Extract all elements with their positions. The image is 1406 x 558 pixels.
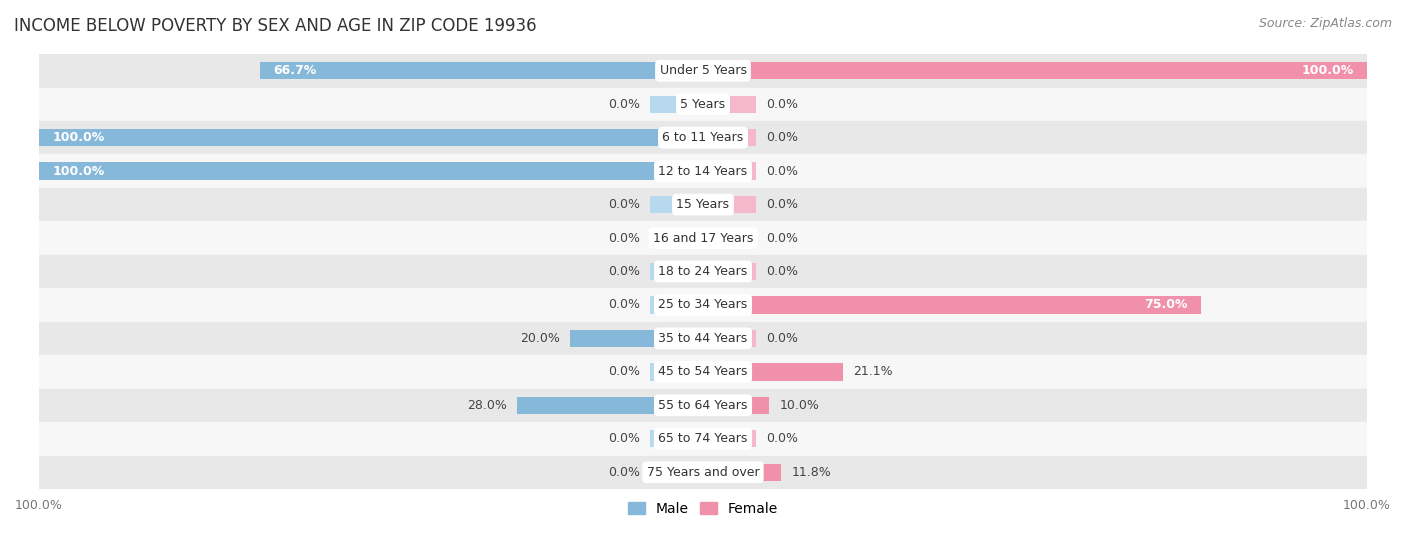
Bar [703, 95, 756, 113]
Bar [650, 162, 703, 180]
Text: Under 5 Years: Under 5 Years [659, 64, 747, 78]
Bar [650, 363, 703, 381]
Text: INCOME BELOW POVERTY BY SEX AND AGE IN ZIP CODE 19936: INCOME BELOW POVERTY BY SEX AND AGE IN Z… [14, 17, 537, 35]
Text: 45 to 54 Years: 45 to 54 Years [658, 365, 748, 378]
Bar [703, 397, 769, 414]
Bar [703, 330, 756, 347]
Text: 0.0%: 0.0% [607, 232, 640, 244]
Bar [650, 397, 703, 414]
Text: 0.0%: 0.0% [766, 232, 799, 244]
Bar [703, 363, 756, 381]
Text: 10.0%: 10.0% [779, 399, 820, 412]
Bar [650, 129, 703, 146]
Bar [703, 263, 756, 280]
Text: 0.0%: 0.0% [766, 165, 799, 177]
Bar [39, 422, 1367, 455]
Bar [39, 222, 1367, 255]
Text: 0.0%: 0.0% [766, 265, 799, 278]
Bar [39, 188, 1367, 222]
Bar [571, 330, 703, 347]
Bar [39, 54, 1367, 88]
Bar [703, 296, 1201, 314]
Text: 25 to 34 Years: 25 to 34 Years [658, 299, 748, 311]
Text: 65 to 74 Years: 65 to 74 Years [658, 432, 748, 445]
Bar [39, 322, 1367, 355]
Text: Source: ZipAtlas.com: Source: ZipAtlas.com [1258, 17, 1392, 30]
Text: 0.0%: 0.0% [766, 432, 799, 445]
Bar [39, 288, 1367, 322]
Text: 0.0%: 0.0% [766, 198, 799, 211]
Text: 0.0%: 0.0% [766, 98, 799, 110]
Bar [650, 196, 703, 213]
Bar [703, 464, 782, 481]
Bar [650, 464, 703, 481]
Text: 100.0%: 100.0% [1302, 64, 1354, 78]
Bar [650, 430, 703, 448]
Bar [39, 155, 1367, 188]
Bar [650, 95, 703, 113]
Bar [517, 397, 703, 414]
Bar [650, 263, 703, 280]
Bar [650, 62, 703, 79]
Bar [703, 62, 1367, 79]
Text: 28.0%: 28.0% [467, 399, 508, 412]
Text: 18 to 24 Years: 18 to 24 Years [658, 265, 748, 278]
Text: 0.0%: 0.0% [607, 98, 640, 110]
Text: 15 Years: 15 Years [676, 198, 730, 211]
Bar [39, 388, 1367, 422]
Text: 0.0%: 0.0% [607, 299, 640, 311]
Text: 75 Years and over: 75 Years and over [647, 466, 759, 479]
Bar [703, 296, 756, 314]
Text: 0.0%: 0.0% [766, 131, 799, 144]
Bar [39, 255, 1367, 288]
Bar [703, 397, 756, 414]
Bar [650, 229, 703, 247]
Text: 20.0%: 20.0% [520, 332, 560, 345]
Bar [703, 162, 756, 180]
Bar [39, 162, 703, 180]
Bar [39, 355, 1367, 388]
Text: 12 to 14 Years: 12 to 14 Years [658, 165, 748, 177]
Text: 35 to 44 Years: 35 to 44 Years [658, 332, 748, 345]
Text: 55 to 64 Years: 55 to 64 Years [658, 399, 748, 412]
Text: 0.0%: 0.0% [607, 466, 640, 479]
Text: 0.0%: 0.0% [607, 265, 640, 278]
Text: 0.0%: 0.0% [607, 432, 640, 445]
Legend: Male, Female: Male, Female [623, 496, 783, 521]
Bar [650, 296, 703, 314]
Text: 0.0%: 0.0% [766, 332, 799, 345]
Bar [39, 121, 1367, 155]
Bar [703, 464, 756, 481]
Bar [260, 62, 703, 79]
Bar [703, 196, 756, 213]
Bar [703, 430, 756, 448]
Text: 21.1%: 21.1% [853, 365, 893, 378]
Text: 100.0%: 100.0% [52, 131, 104, 144]
Bar [39, 455, 1367, 489]
Text: 66.7%: 66.7% [273, 64, 316, 78]
Bar [703, 129, 756, 146]
Bar [650, 330, 703, 347]
Text: 75.0%: 75.0% [1144, 299, 1188, 311]
Bar [703, 62, 756, 79]
Text: 5 Years: 5 Years [681, 98, 725, 110]
Text: 0.0%: 0.0% [607, 365, 640, 378]
Bar [703, 229, 756, 247]
Text: 6 to 11 Years: 6 to 11 Years [662, 131, 744, 144]
Text: 0.0%: 0.0% [607, 198, 640, 211]
Text: 11.8%: 11.8% [792, 466, 831, 479]
Bar [39, 129, 703, 146]
Text: 16 and 17 Years: 16 and 17 Years [652, 232, 754, 244]
Bar [703, 363, 844, 381]
Text: 100.0%: 100.0% [52, 165, 104, 177]
Bar [39, 88, 1367, 121]
